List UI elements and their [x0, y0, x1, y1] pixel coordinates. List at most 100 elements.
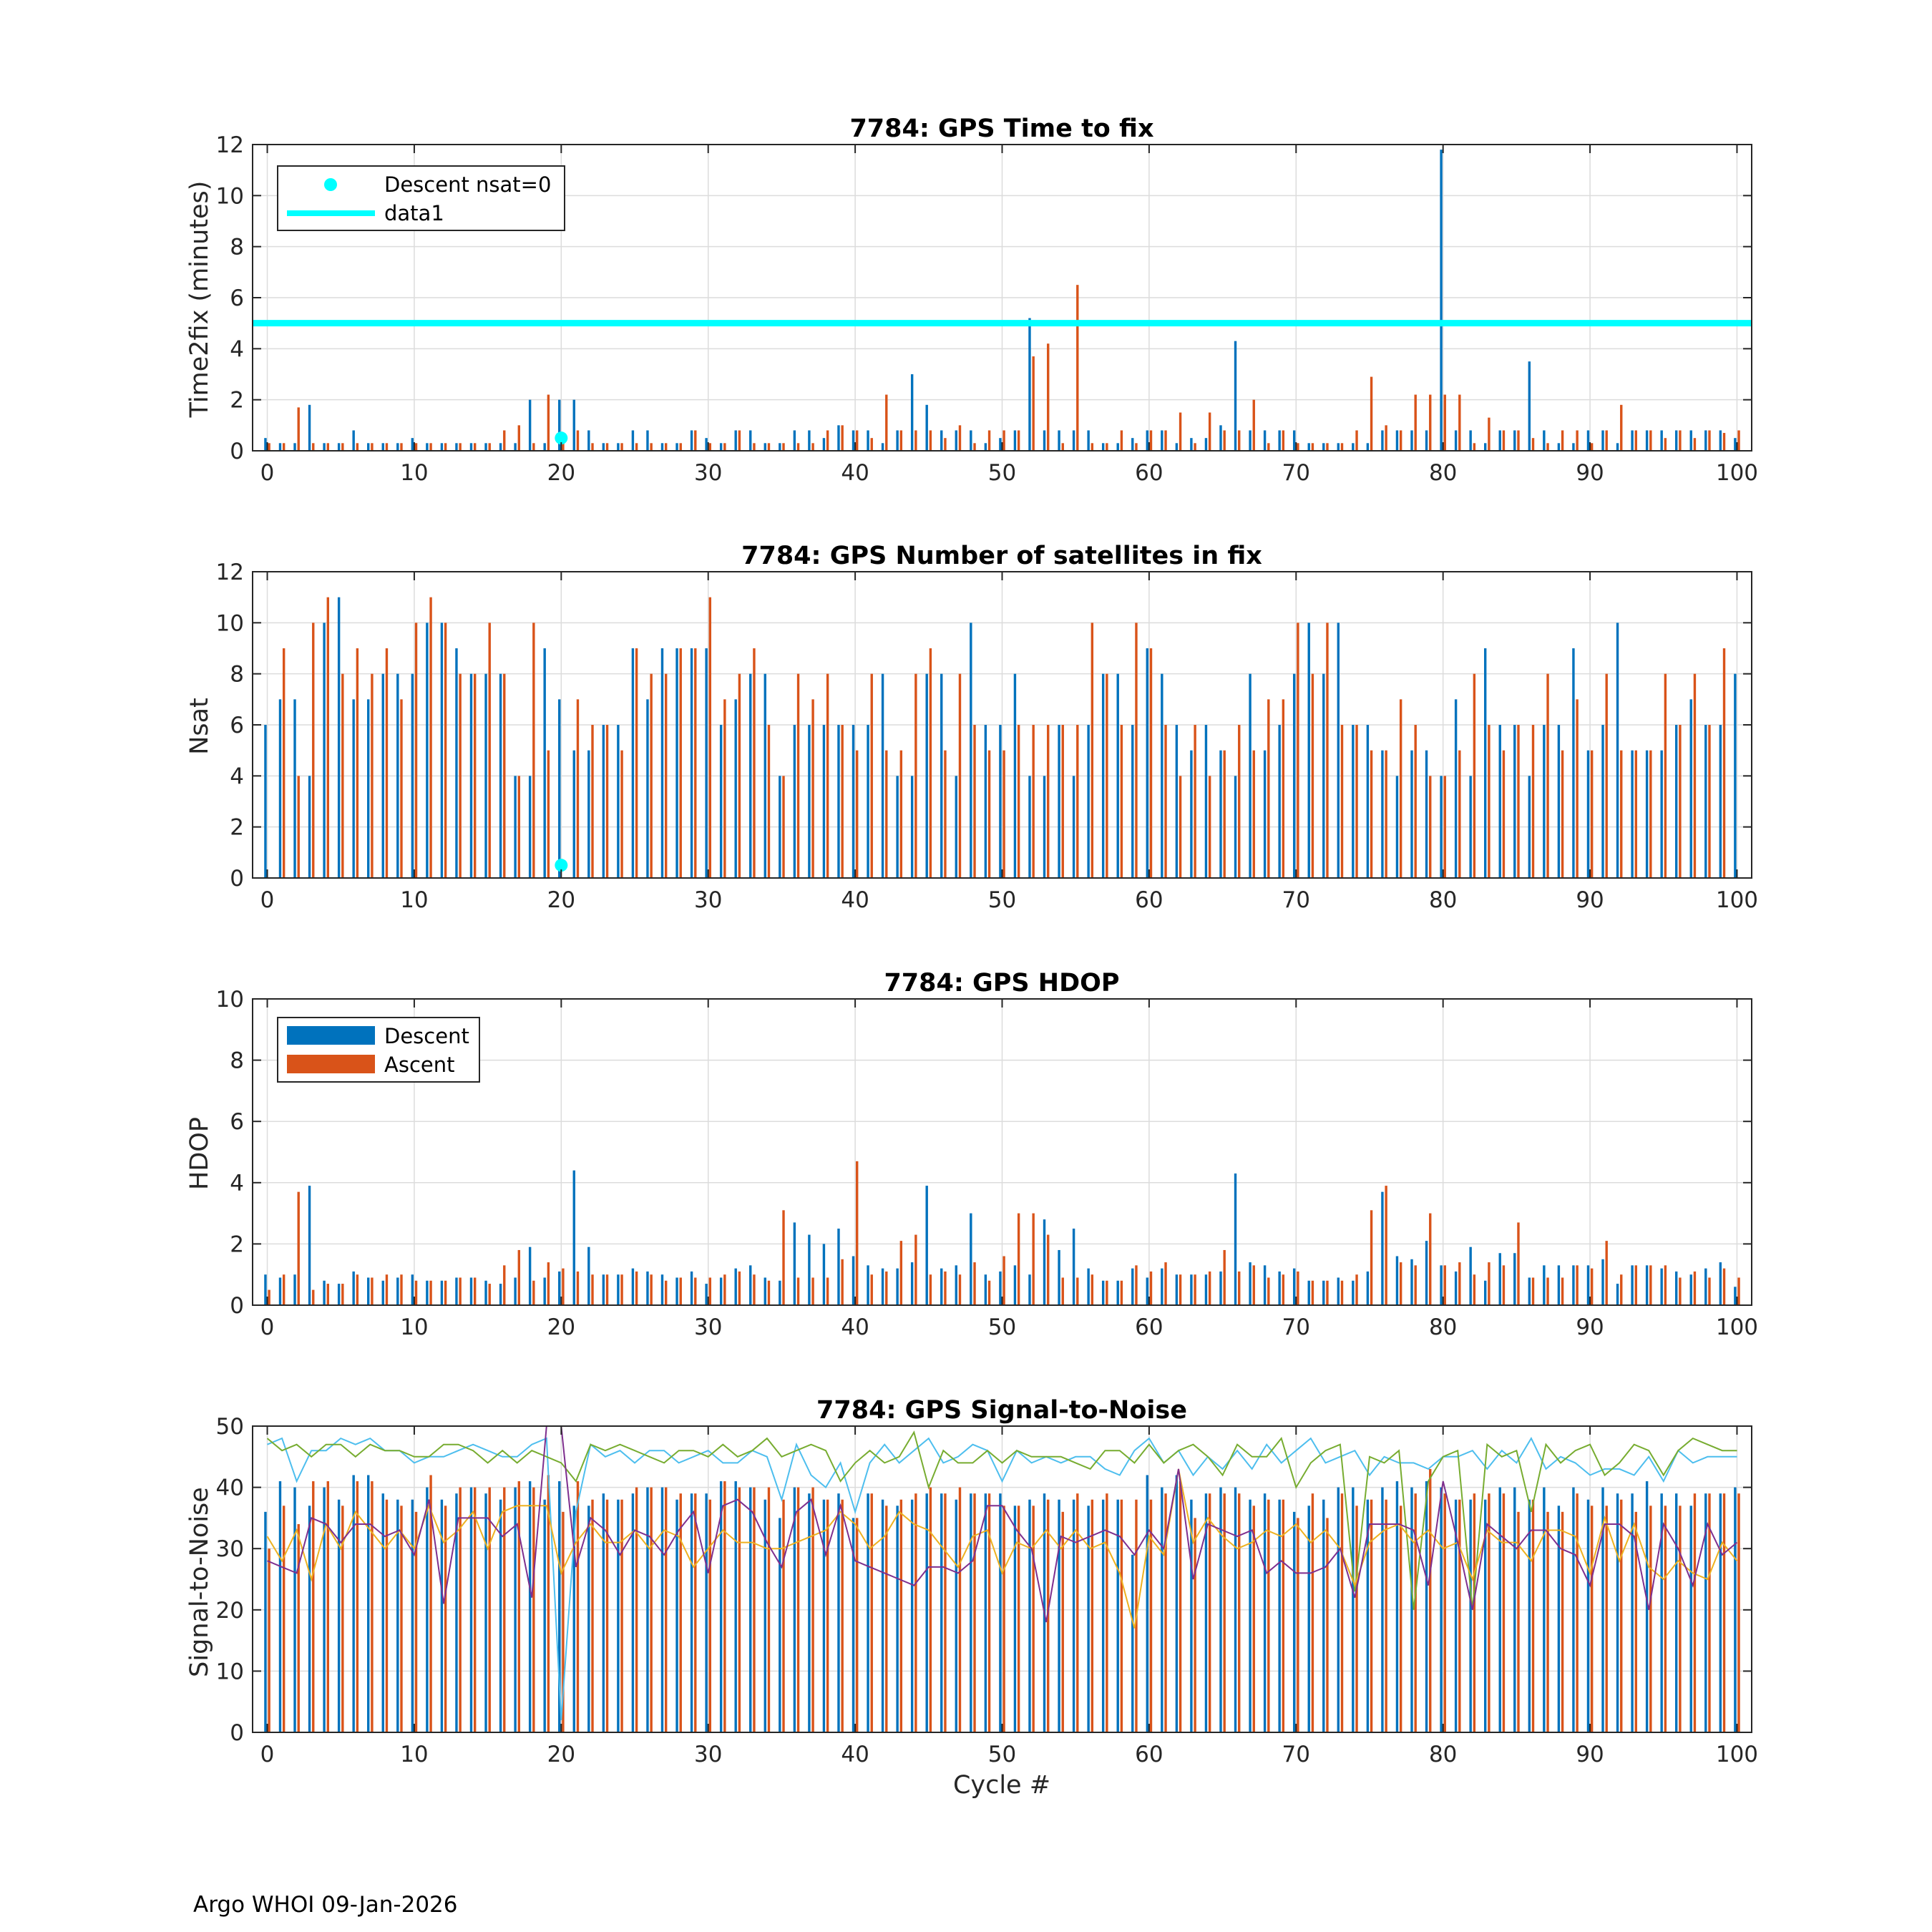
snr-bar-ascent	[635, 1487, 638, 1732]
snr-bar-descent	[381, 1493, 384, 1732]
nsat-bar-descent	[1028, 776, 1031, 878]
hdop-bar-ascent	[1017, 1213, 1020, 1305]
time2fix-bar-ascent	[811, 443, 814, 451]
snr-bar-descent	[1498, 1487, 1501, 1732]
snr-bar-ascent	[1047, 1499, 1050, 1732]
legend-label: Descent	[384, 1024, 469, 1048]
hdop-bar-ascent	[1106, 1280, 1108, 1305]
hdop-bar-ascent	[1473, 1274, 1476, 1305]
hdop-bar-descent	[1543, 1265, 1546, 1305]
hdop-bar-ascent	[1267, 1277, 1270, 1305]
nsat-bar-descent	[469, 673, 473, 878]
hdop-bar-ascent	[385, 1274, 389, 1305]
time2fix-bar-ascent	[1634, 430, 1637, 451]
time2fix-bar-ascent	[767, 443, 771, 451]
snr-bar-ascent	[532, 1487, 535, 1732]
snr-bar-ascent	[1502, 1493, 1506, 1732]
snr-bar-descent	[1645, 1481, 1649, 1732]
time2fix-bar-descent	[337, 443, 341, 451]
nsat-bar-descent	[514, 776, 517, 878]
hdop-bar-descent	[675, 1277, 678, 1305]
time2fix-bar-descent	[1513, 430, 1516, 451]
nsat-bar-descent	[572, 750, 575, 878]
nsat-bar-descent	[1645, 750, 1649, 878]
x-tick-label: 20	[547, 887, 575, 913]
nsat-bar-ascent	[1385, 750, 1387, 878]
hdop-bar-descent	[352, 1271, 355, 1305]
snr-bar-descent	[734, 1481, 737, 1732]
hdop-bar-descent	[617, 1274, 620, 1305]
nsat-bar-ascent	[1561, 750, 1564, 878]
hdop-bar-descent	[705, 1284, 708, 1305]
snr-bar-ascent	[1722, 1493, 1726, 1732]
hdop-bar-ascent	[1311, 1280, 1314, 1305]
snr-bar-ascent	[312, 1481, 315, 1732]
hdop-bar-descent	[1263, 1265, 1267, 1305]
legend-label: Descent nsat=0	[384, 172, 551, 197]
hdop-bar-descent	[1013, 1265, 1017, 1305]
time2fix-bar-ascent	[782, 443, 785, 451]
time2fix-bar-descent	[940, 430, 943, 451]
x-tick-label: 70	[1282, 887, 1310, 913]
nsat-bar-descent	[484, 673, 487, 878]
hdop-bar-ascent	[532, 1280, 535, 1305]
nsat-bar-ascent	[356, 648, 359, 878]
snr-bar-ascent	[973, 1493, 976, 1732]
snr-bar-ascent	[885, 1506, 888, 1732]
nsat-bar-descent	[1058, 725, 1060, 878]
time2fix-bar-ascent	[459, 443, 462, 451]
hdop-bar-descent	[558, 1271, 561, 1305]
nsat-bar-descent	[1190, 750, 1193, 878]
nsat-bar-ascent	[635, 648, 638, 878]
snr-bar-ascent	[282, 1506, 286, 1732]
time2fix-bar-ascent	[1017, 430, 1020, 451]
hdop-bar-ascent	[297, 1191, 300, 1305]
hdop-bar-descent	[1454, 1271, 1458, 1305]
snr-bar-ascent	[1399, 1506, 1402, 1732]
time2fix-bar-descent	[1058, 430, 1060, 451]
snr-bar-ascent	[1443, 1493, 1446, 1732]
time2fix-bar-ascent	[297, 407, 300, 451]
y-tick-label: 2	[230, 815, 244, 841]
hdop-bar-ascent	[973, 1262, 976, 1305]
snr-bar-ascent	[1106, 1493, 1108, 1732]
time2fix-bar-ascent	[664, 443, 668, 451]
hdop-bar-descent	[440, 1280, 444, 1305]
nsat-bar-descent	[1366, 725, 1370, 878]
y-axis-label: HDOP	[185, 1117, 214, 1190]
hdop-bar-ascent	[664, 1280, 668, 1305]
nsat-bar-descent	[631, 648, 635, 878]
time2fix-bar-ascent	[1238, 430, 1241, 451]
snr-bar-ascent	[664, 1487, 668, 1732]
time2fix-bar-descent	[426, 443, 429, 451]
snr-bar-ascent	[459, 1487, 462, 1732]
time2fix-bar-descent	[528, 399, 532, 451]
hdop-bar-ascent	[1693, 1271, 1697, 1305]
nsat-bar-ascent	[1340, 725, 1344, 878]
hdop-bar-ascent	[723, 1274, 726, 1305]
time2fix-bar-ascent	[1737, 430, 1740, 451]
time2fix-bar-descent	[1263, 430, 1267, 451]
snr-bar-descent	[1425, 1481, 1428, 1732]
time2fix-bar-ascent	[1091, 443, 1094, 451]
time2fix-bar-ascent	[1708, 430, 1711, 451]
hdop-bar-ascent	[591, 1274, 594, 1305]
x-tick-label: 40	[841, 887, 869, 913]
y-tick-label: 6	[230, 286, 244, 311]
nsat-bar-descent	[1616, 623, 1619, 878]
hdop-bar-descent	[1381, 1191, 1384, 1305]
hdop-bar-descent	[367, 1277, 370, 1305]
hdop-bar-descent	[822, 1244, 826, 1305]
hdop-bar-ascent	[268, 1289, 270, 1305]
hdop-bar-descent	[455, 1277, 458, 1305]
time2fix-bar-ascent	[282, 443, 286, 451]
snr-bar-ascent	[1605, 1506, 1608, 1732]
nsat-bar-descent	[602, 725, 605, 878]
time2fix-bar-ascent	[1576, 430, 1579, 451]
hdop-bar-descent	[837, 1229, 840, 1305]
snr-bar-ascent	[856, 1518, 859, 1732]
y-tick-label: 8	[230, 235, 244, 260]
nsat-bar-ascent	[1238, 725, 1241, 878]
nsat-bar-descent	[293, 699, 296, 878]
time2fix-bar-ascent	[576, 430, 580, 451]
